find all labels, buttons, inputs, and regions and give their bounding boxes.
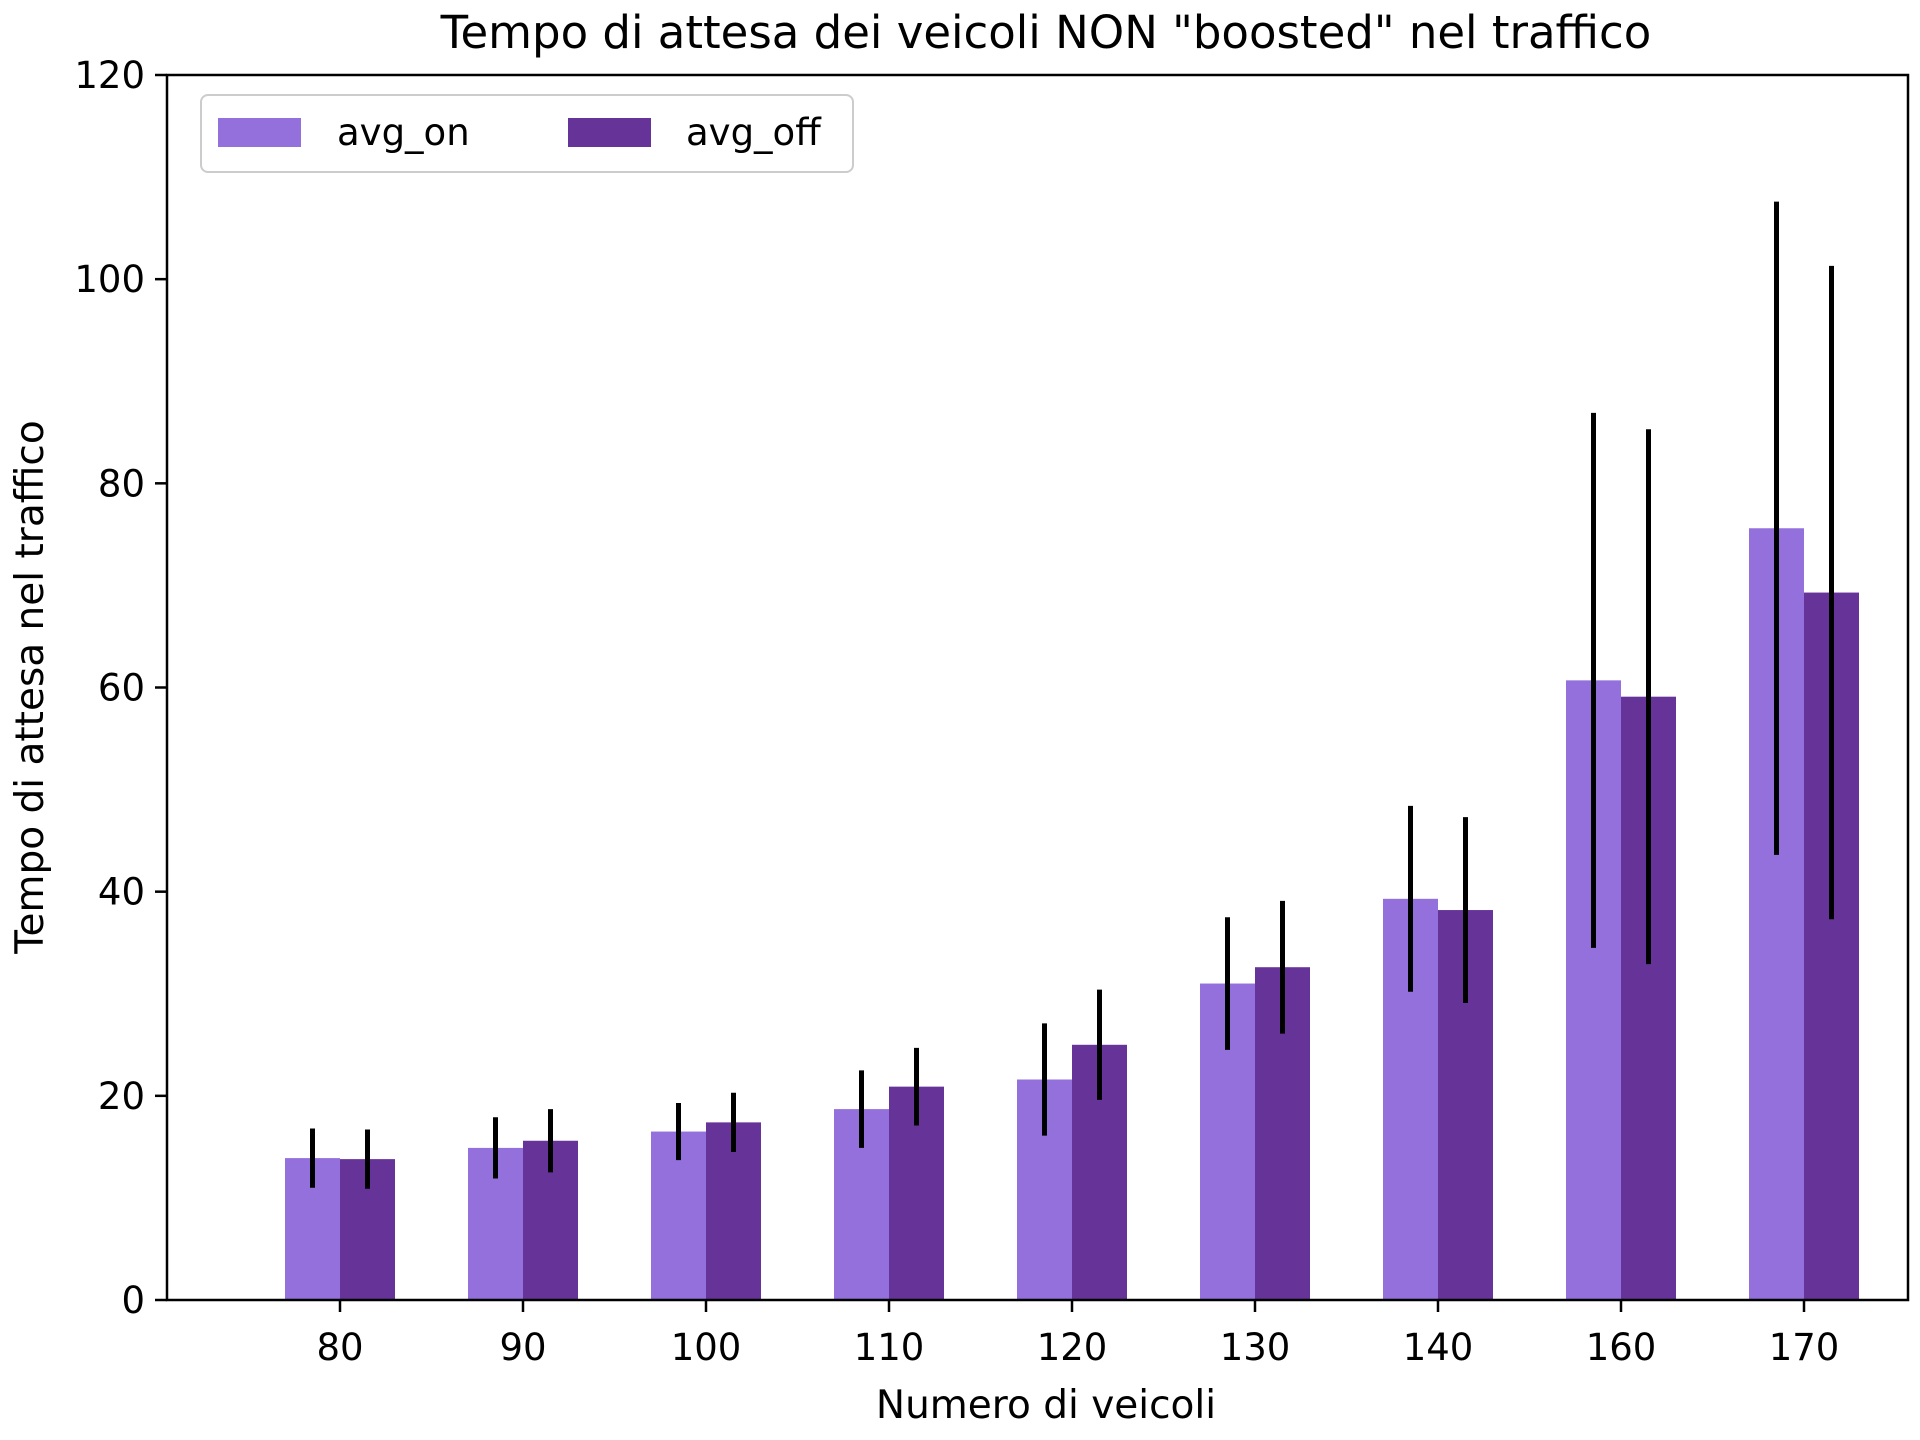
y-tick-label: 20 xyxy=(98,1075,145,1118)
legend-swatch-avg-off xyxy=(568,118,651,147)
x-tick-label: 140 xyxy=(1403,1326,1474,1369)
y-axis-label: Tempo di attesa nel traffico xyxy=(8,420,53,954)
x-tick-label: 90 xyxy=(499,1326,546,1369)
x-tick-label: 100 xyxy=(671,1326,742,1369)
bars-layer xyxy=(285,528,1859,1300)
y-axis: 0 20 40 60 80 100 120 xyxy=(74,54,167,1322)
y-tick-label: 0 xyxy=(121,1279,145,1322)
x-tick-label: 110 xyxy=(854,1326,925,1369)
y-tick-label: 60 xyxy=(98,667,145,710)
x-tick-label: 160 xyxy=(1586,1326,1657,1369)
y-tick-label: 120 xyxy=(74,54,145,97)
legend-label-avg-off: avg_off xyxy=(686,111,822,154)
x-tick-label: 170 xyxy=(1769,1326,1840,1369)
chart-title: Tempo di attesa dei veicoli NON "boosted… xyxy=(440,6,1652,59)
legend-box xyxy=(200,94,854,173)
legend-label-avg-on: avg_on xyxy=(337,111,470,154)
error-bars-layer xyxy=(310,201,1834,1189)
x-tick-label: 120 xyxy=(1037,1326,1108,1369)
x-axis: 80 90 100 110 120 130 140 160 170 xyxy=(316,1300,1839,1369)
x-tick-label: 130 xyxy=(1220,1326,1291,1369)
x-tick-label: 80 xyxy=(316,1326,363,1369)
y-tick-label: 40 xyxy=(98,871,145,914)
legend-swatch-avg-on xyxy=(218,118,301,147)
y-tick-label: 80 xyxy=(98,462,145,505)
legend: avg_on avg_off xyxy=(200,94,854,173)
y-tick-label: 100 xyxy=(74,258,145,301)
x-axis-label: Numero di veicoli xyxy=(876,1383,1216,1428)
